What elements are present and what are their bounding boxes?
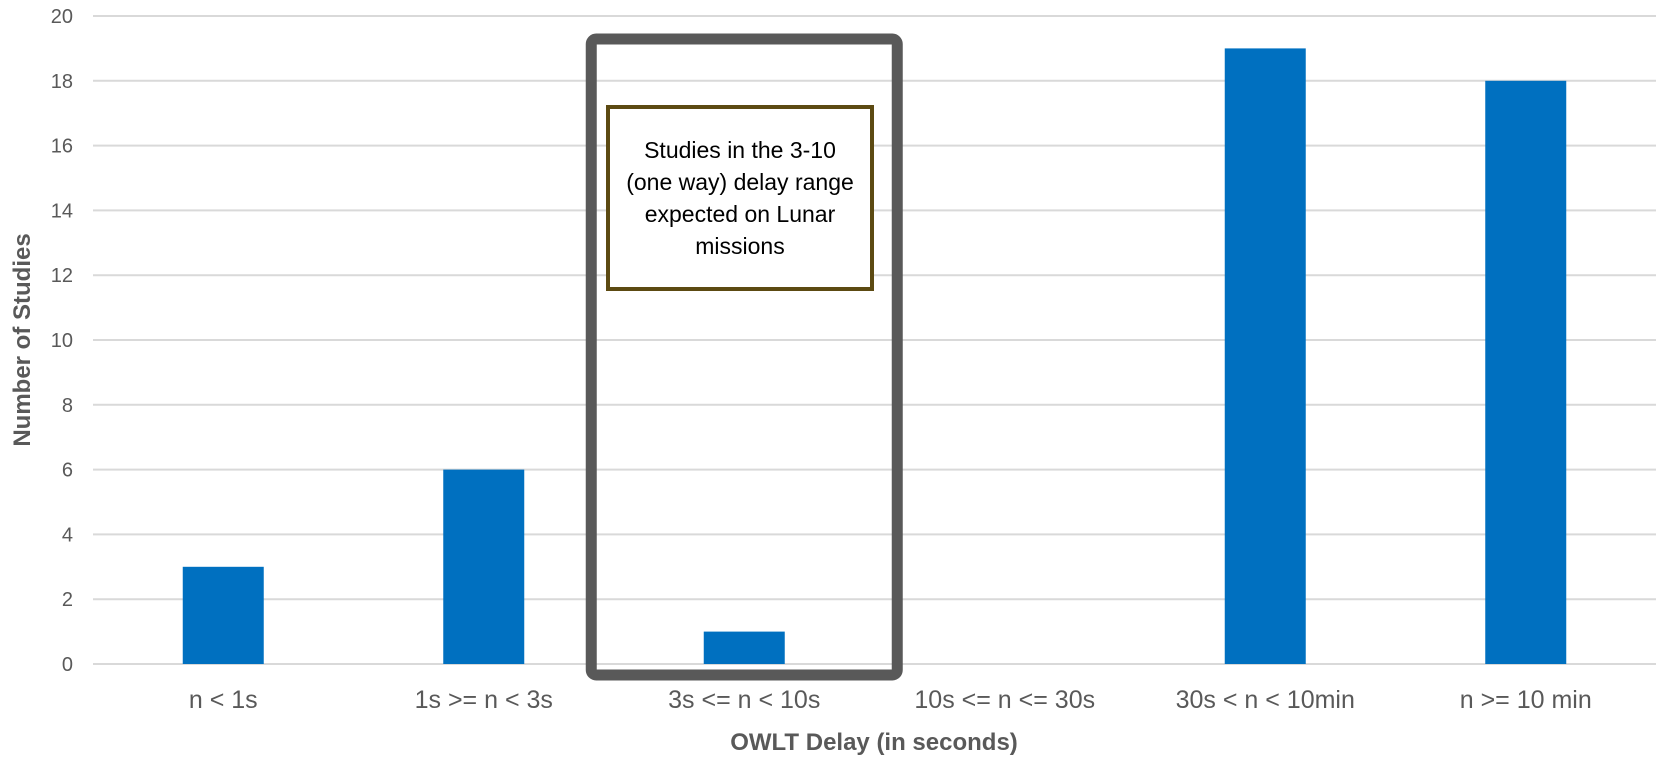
x-axis-ticks: n < 1s 1s >= n < 3s 3s <= n < 10s 10s <= n …: [189, 686, 1592, 714]
y-tick-label: 10: [51, 330, 73, 352]
y-tick-label: 8: [62, 395, 73, 417]
y-axis-title: Number of Studies: [9, 233, 36, 446]
bar: [443, 469, 525, 664]
y-tick-label: 6: [62, 460, 73, 482]
y-tick-label: 18: [51, 71, 73, 93]
y-tick-label: 16: [51, 136, 73, 158]
y-tick-label: 12: [51, 265, 73, 287]
y-tick-label: 4: [62, 524, 73, 546]
highlight-box: [585, 33, 903, 681]
x-tick-label: 3s <= n < 10s: [668, 686, 820, 714]
gridlines: [93, 15, 1656, 665]
x-tick-label: 10s <= n <= 30s: [914, 686, 1095, 714]
y-tick-label: 20: [51, 6, 73, 28]
bar: [703, 631, 785, 664]
y-axis-ticks: 0 2 4 6 8 10 12 14 16 18 20: [51, 6, 73, 676]
x-tick-label: 1s >= n < 3s: [415, 686, 553, 714]
annotation-callout: Studies in the 3-10 (one way) delay rang…: [606, 105, 874, 291]
x-axis-title: OWLT Delay (in seconds): [730, 729, 1018, 756]
bars: [182, 48, 1567, 665]
bar: [182, 566, 264, 664]
x-tick-label: n < 1s: [189, 686, 258, 714]
x-tick-label: n >= 10 min: [1460, 686, 1592, 714]
y-tick-label: 14: [51, 200, 73, 222]
y-tick-label: 2: [62, 589, 73, 611]
bar: [1224, 48, 1306, 664]
y-tick-label: 0: [62, 654, 73, 676]
annotation-text: Studies in the 3-10 (one way) delay rang…: [626, 137, 854, 259]
x-tick-label: 30s < n < 10min: [1176, 686, 1355, 714]
bar: [1485, 80, 1567, 665]
